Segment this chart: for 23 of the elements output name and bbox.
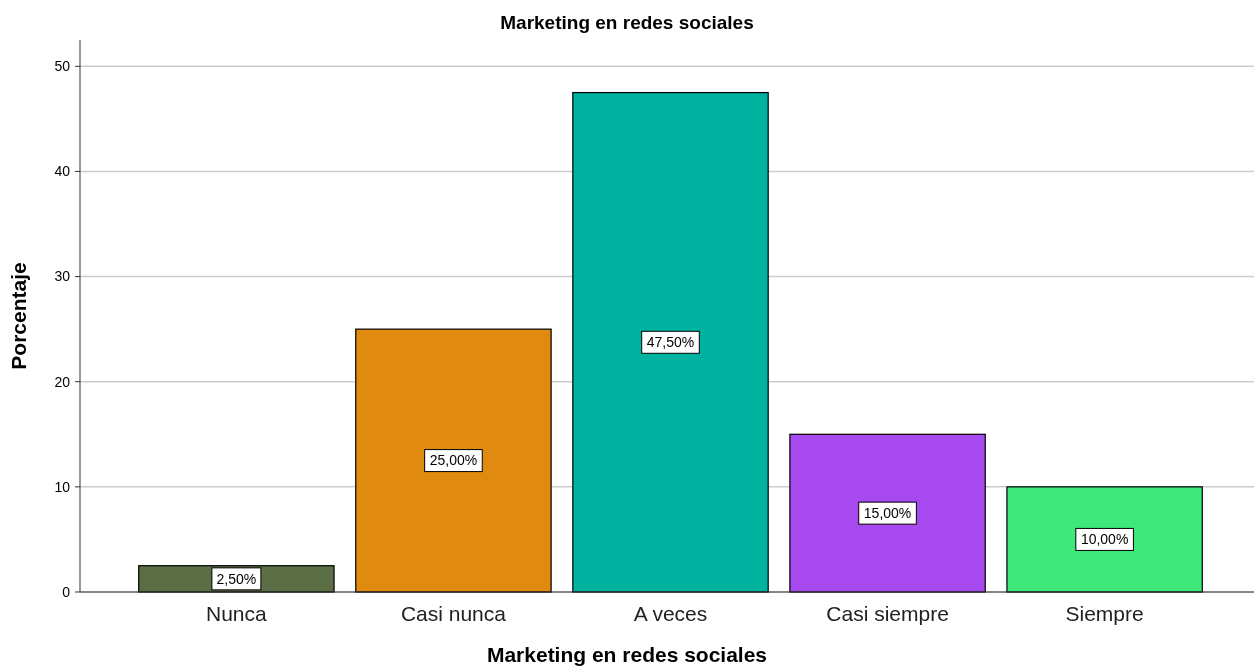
bar xyxy=(572,91,769,593)
bar xyxy=(789,433,986,593)
x-tick-label: Nunca xyxy=(206,602,268,625)
x-tick-label: Casi nunca xyxy=(400,602,507,625)
y-tick-label: 50 xyxy=(54,58,71,75)
x-tick-label: Casi siempre xyxy=(826,602,949,625)
y-tick-label: 40 xyxy=(54,163,71,180)
bar xyxy=(1006,486,1203,593)
y-tick-label: 20 xyxy=(54,373,71,390)
y-axis-title: Porcentaje xyxy=(7,262,30,370)
x-tick-label: A veces xyxy=(633,602,708,625)
bar xyxy=(355,328,552,593)
chart-title: Marketing en redes sociales xyxy=(500,12,754,33)
data-label: 2,50% xyxy=(216,570,257,587)
y-tick-label: 0 xyxy=(62,583,71,600)
data-label: 10,00% xyxy=(1080,531,1129,548)
y-tick-label: 30 xyxy=(54,268,71,285)
x-tick-label: Siempre xyxy=(1065,602,1144,625)
y-tick-label: 10 xyxy=(54,478,71,495)
data-label: 15,00% xyxy=(863,505,912,522)
data-label: 47,50% xyxy=(646,334,695,351)
data-label: 25,00% xyxy=(429,452,478,469)
x-axis-title: Marketing en redes sociales xyxy=(486,643,768,666)
